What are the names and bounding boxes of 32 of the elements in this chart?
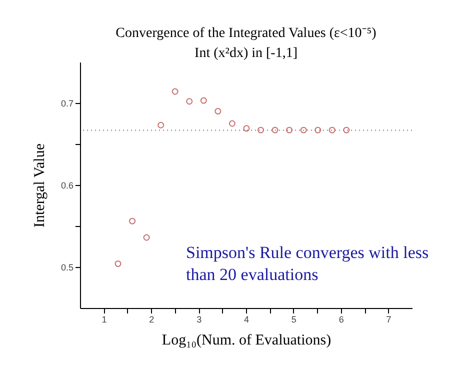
x-tick-label: 6 xyxy=(338,314,344,324)
x-tick-label: 1 xyxy=(102,314,107,324)
point xyxy=(143,234,150,241)
chart-title: Convergence of the Integrated Values (ε<10⁻⁵) xyxy=(116,26,377,41)
x-tick-label: 2 xyxy=(149,314,154,324)
point xyxy=(172,88,178,95)
point xyxy=(314,126,322,134)
point xyxy=(186,98,193,105)
point xyxy=(328,126,336,134)
y-tick-label: 0.6 xyxy=(60,180,74,190)
point xyxy=(258,126,264,134)
point xyxy=(228,120,236,127)
point xyxy=(272,126,278,134)
x-axis-title: Log₁₀(Num. of Evaluations) xyxy=(162,332,332,348)
x-tick-label: 3 xyxy=(196,314,202,324)
point xyxy=(158,122,164,128)
x-tick-label: 4 xyxy=(244,314,250,324)
point xyxy=(300,126,307,134)
chart-subtitle: Int (x²dx) in [-1,1] xyxy=(194,46,298,61)
x-tick-label: 7 xyxy=(386,314,392,324)
point xyxy=(343,126,350,134)
point xyxy=(114,260,122,267)
point xyxy=(214,108,222,114)
point xyxy=(200,97,207,104)
y-tick-label: 0.5 xyxy=(60,262,74,272)
y-axis-title: Intergal Value xyxy=(32,143,48,228)
x-tick-label: 5 xyxy=(291,314,296,324)
annotation: Simpson's Rule converges with less than 20 evaluations xyxy=(186,243,429,284)
point xyxy=(243,125,250,132)
point xyxy=(129,218,136,224)
point xyxy=(286,126,293,134)
y-tick-label: 0.7 xyxy=(60,98,74,108)
